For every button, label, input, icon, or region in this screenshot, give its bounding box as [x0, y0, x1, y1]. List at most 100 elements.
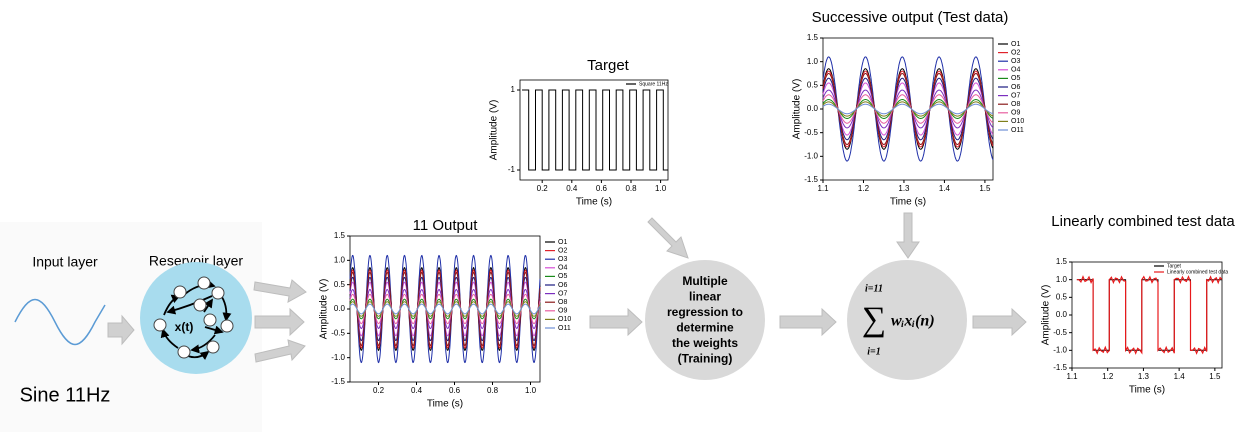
x-tick-label: 0.4	[411, 386, 423, 395]
legend-label: O2	[1011, 49, 1020, 56]
legend-label: O2	[558, 247, 567, 254]
sum-lower: i=1	[867, 346, 880, 357]
y-tick-label: -0.5	[804, 128, 818, 137]
y-tick-label: 1.0	[807, 57, 819, 66]
legend-label: O3	[558, 256, 567, 263]
legend-label: O10	[1011, 118, 1024, 125]
diagram: Input layer Sine 11Hz Reservoir layer x(…	[0, 0, 1253, 438]
y-tick-label: -1.0	[804, 151, 818, 160]
x-tick-label: 0.2	[537, 184, 549, 193]
chart-title: Successive output (Test data)	[812, 9, 1009, 26]
x-tick-label: 1.1	[817, 184, 829, 193]
x-tick-label: 0.4	[566, 184, 578, 193]
legend-label: O6	[558, 282, 567, 289]
x-tick-label: 0.8	[625, 184, 637, 193]
regression-line: regression to	[667, 305, 743, 319]
x-tick-label: 1.2	[858, 184, 870, 193]
y-axis-label: Amplitude (V)	[319, 279, 330, 340]
sum-upper: i=11	[865, 283, 883, 294]
arrow	[255, 309, 304, 335]
input-signal-label: Sine 11Hz	[20, 384, 111, 406]
regression-line: Multiple	[682, 274, 728, 288]
y-axis-label: Amplitude (V)	[792, 79, 803, 140]
regression-line: (Training)	[678, 352, 733, 366]
y-tick-label: 1.0	[1056, 275, 1068, 284]
y-tick-label: 0.0	[807, 104, 819, 113]
x-tick-label: 1.3	[1138, 372, 1150, 381]
y-tick-label: -1.5	[804, 175, 818, 184]
x-axis-label: Time (s)	[427, 399, 463, 410]
y-tick-label: -1.0	[331, 353, 345, 362]
x-axis-label: Time (s)	[890, 197, 926, 208]
x-tick-label: 0.8	[487, 386, 499, 395]
y-axis-label: Amplitude (V)	[1041, 285, 1052, 346]
regression-line: the weights	[672, 336, 738, 350]
arrow	[973, 309, 1026, 335]
y-tick-label: 0.0	[334, 304, 346, 313]
arrow	[590, 309, 642, 335]
legend-label: O10	[558, 316, 571, 323]
x-tick-label: 1.4	[939, 184, 951, 193]
y-tick-label: 0.5	[334, 280, 346, 289]
legend-label: O7	[558, 290, 567, 297]
y-tick-label: 1.5	[334, 231, 346, 240]
plot-frame	[1072, 262, 1222, 368]
y-axis-label: Amplitude (V)	[489, 100, 500, 161]
y-tick-label: 1.0	[334, 255, 346, 264]
chart-title: Target	[587, 57, 630, 74]
x-axis-label: Time (s)	[576, 197, 612, 208]
x-tick-label: 1.0	[525, 386, 537, 395]
arrow	[255, 340, 305, 362]
legend-label: O11	[1011, 127, 1024, 134]
legend-label: O3	[1011, 58, 1020, 65]
y-tick-label: 1.5	[1056, 257, 1068, 266]
x-tick-label: 0.6	[596, 184, 608, 193]
legend-label: O5	[558, 273, 567, 280]
legend-label: O11	[558, 325, 571, 332]
y-tick-label: -1.5	[1053, 363, 1067, 372]
legend-label: O8	[558, 299, 567, 306]
sum-sigma: ∑	[862, 301, 886, 338]
legend-label: O9	[558, 308, 567, 315]
x-tick-label: 1.1	[1066, 372, 1078, 381]
y-tick-label: 0.5	[807, 80, 819, 89]
arrow	[897, 213, 919, 258]
y-tick-label: -1	[508, 165, 516, 174]
x-tick-label: 1.0	[655, 184, 667, 193]
y-tick-label: -1.0	[1053, 345, 1067, 354]
x-tick-label: 1.5	[1209, 372, 1221, 381]
legend-label: O9	[1011, 110, 1020, 117]
chart-title: 11 Output	[413, 217, 479, 234]
y-tick-label: -0.5	[1053, 328, 1067, 337]
reservoir	[140, 262, 252, 374]
x-tick-label: 1.3	[898, 184, 910, 193]
legend-label: O8	[1011, 101, 1020, 108]
legend-label: O4	[1011, 67, 1020, 74]
y-tick-label: 0.0	[1056, 310, 1068, 319]
y-tick-label: 1	[511, 85, 516, 94]
arrow	[780, 309, 836, 335]
x-tick-label: 0.6	[449, 386, 461, 395]
x-tick-label: 1.2	[1102, 372, 1114, 381]
sum-term: wᵢxᵢ(n)	[891, 313, 935, 330]
state-label: x(t)	[175, 320, 194, 334]
chart-title: Linearly combined test data	[1051, 213, 1235, 230]
legend-label: O6	[1011, 84, 1020, 91]
x-tick-label: 1.4	[1174, 372, 1186, 381]
x-tick-label: 0.2	[373, 386, 385, 395]
legend-label: O5	[1011, 75, 1020, 82]
regression-line: determine	[676, 321, 734, 335]
y-tick-label: 1.5	[807, 33, 819, 42]
legend-label: O1	[558, 239, 567, 246]
legend-label: Square 11Hz	[639, 81, 668, 87]
input-layer-label: Input layer	[32, 254, 98, 270]
y-tick-label: 0.5	[1056, 292, 1068, 301]
legend-label: Linearly combined test data	[1167, 269, 1228, 275]
legend-label: O4	[558, 265, 567, 272]
regression-line: linear	[689, 290, 721, 304]
x-axis-label: Time (s)	[1129, 385, 1165, 396]
y-tick-label: -0.5	[331, 328, 345, 337]
legend-label: O1	[1011, 41, 1020, 48]
x-tick-label: 1.5	[979, 184, 991, 193]
arrow	[648, 218, 688, 258]
